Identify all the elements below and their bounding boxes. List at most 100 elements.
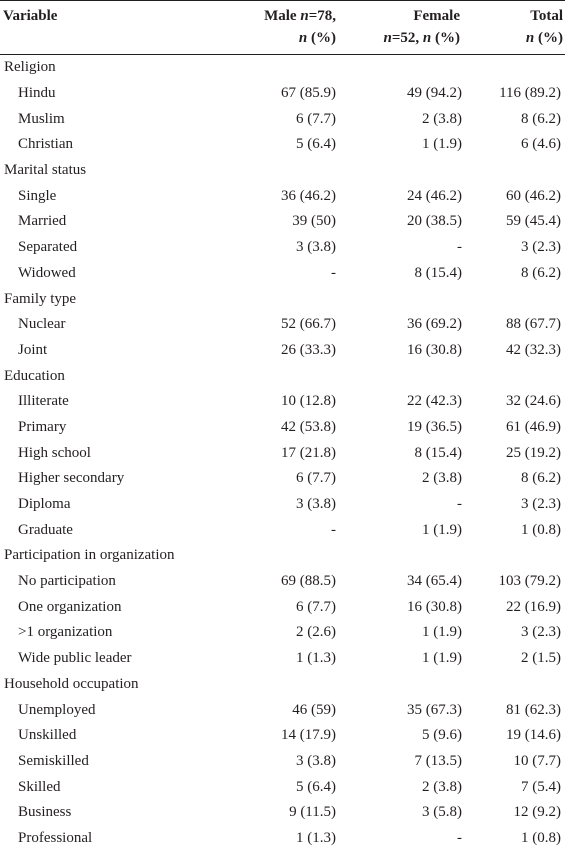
total-value: 42 (32.3) xyxy=(506,341,561,358)
male-value: 5 (6.4) xyxy=(296,136,336,153)
total-value: 88 (67.7) xyxy=(506,316,561,333)
table-row: Married 39 (50) 20 (38.5) 59 (45.4) xyxy=(0,209,565,235)
male-value: 3 (3.8) xyxy=(296,496,336,513)
row-label: High school xyxy=(18,444,91,461)
total-value: 8 (6.2) xyxy=(521,470,561,487)
female-value: 16 (30.8) xyxy=(407,341,462,358)
row-label: Married xyxy=(18,213,67,230)
female-value: 1 (1.9) xyxy=(422,624,462,641)
male-value: 42 (53.8) xyxy=(281,418,336,435)
row-label: Separated xyxy=(18,239,78,256)
row-label: Skilled xyxy=(18,778,61,795)
row-label: Diploma xyxy=(18,496,71,513)
row-label: Nuclear xyxy=(18,316,66,333)
section-label: Marital status xyxy=(4,162,87,179)
male-value: 36 (46.2) xyxy=(281,187,336,204)
male-value: 46 (59) xyxy=(292,701,336,718)
row-label: Muslim xyxy=(18,110,65,127)
male-value: 67 (85.9) xyxy=(281,85,336,102)
male-value: - xyxy=(331,521,336,538)
total-value: 6 (4.6) xyxy=(521,136,561,153)
header-total: Total n (%) xyxy=(525,8,563,46)
table-header: Variable Male n=78, n (%) Female n=52, n… xyxy=(0,1,565,54)
table-row: Graduate - 1 (1.9) 1 (0.8) xyxy=(0,517,565,543)
total-value: 8 (6.2) xyxy=(521,110,561,127)
table-row: Wide public leader 1 (1.3) 1 (1.9) 2 (1.5) xyxy=(0,646,565,672)
table-row: Joint 26 (33.3) 16 (30.8) 42 (32.3) xyxy=(0,338,565,364)
section-row: Education xyxy=(0,363,565,389)
total-value: 12 (9.2) xyxy=(513,804,562,821)
table-row: >1 organization 2 (2.6) 1 (1.9) 3 (2.3) xyxy=(0,620,565,646)
total-value: 25 (19.2) xyxy=(506,444,561,461)
section-label: Participation in organization xyxy=(4,547,175,564)
header-female: Female n=52, n (%) xyxy=(383,8,461,46)
male-value: 14 (17.9) xyxy=(281,727,336,744)
female-value: 20 (38.5) xyxy=(407,213,462,230)
male-value: 6 (7.7) xyxy=(296,598,336,615)
table-row: One organization 6 (7.7) 16 (30.8) 22 (16.9… xyxy=(0,594,565,620)
table-row: Single 36 (46.2) 24 (46.2) 60 (46.2) xyxy=(0,183,565,209)
total-value: 3 (2.3) xyxy=(521,496,561,513)
female-value: 16 (30.8) xyxy=(407,598,462,615)
female-value: 22 (42.3) xyxy=(407,393,462,410)
table-row: Muslim 6 (7.7) 2 (3.8) 8 (6.2) xyxy=(0,106,565,132)
table-row: Business 9 (11.5) 3 (5.8) 12 (9.2) xyxy=(0,800,565,826)
section-label: Family type xyxy=(4,290,77,307)
header-male: Male n=78, n (%) xyxy=(264,8,336,46)
male-value: 39 (50) xyxy=(292,213,336,230)
row-label: Primary xyxy=(18,418,67,435)
table-row: Higher secondary 6 (7.7) 2 (3.8) 8 (6.2) xyxy=(0,466,565,492)
total-value: 32 (24.6) xyxy=(506,393,561,410)
female-value: 8 (15.4) xyxy=(414,444,463,461)
female-value: - xyxy=(457,496,462,513)
male-value: 3 (3.8) xyxy=(296,239,336,256)
section-row: Religion xyxy=(0,55,565,81)
total-value: 116 (89.2) xyxy=(499,85,561,102)
table-row: Hindu 67 (85.9) 49 (94.2) 116 (89.2) xyxy=(0,81,565,107)
female-value: 8 (15.4) xyxy=(414,264,463,281)
row-label: Wide public leader xyxy=(18,650,132,667)
total-value: 3 (2.3) xyxy=(521,624,561,641)
section-row: Marital status xyxy=(0,158,565,184)
row-label: Joint xyxy=(18,341,48,358)
table-row: Primary 42 (53.8) 19 (36.5) 61 (46.9) xyxy=(0,415,565,441)
male-value: 9 (11.5) xyxy=(289,804,336,821)
row-label: Hindu xyxy=(18,85,56,102)
male-value: 5 (6.4) xyxy=(296,778,336,795)
female-value: 7 (13.5) xyxy=(414,752,463,769)
female-value: 1 (1.9) xyxy=(422,136,462,153)
male-value: 52 (66.7) xyxy=(281,316,336,333)
total-value: 1 (0.8) xyxy=(521,521,561,538)
male-value: 26 (33.3) xyxy=(281,341,336,358)
row-label: Professional xyxy=(18,829,93,846)
male-value: 3 (3.8) xyxy=(296,752,336,769)
section-row: Household occupation xyxy=(0,672,565,698)
total-value: 103 (79.2) xyxy=(498,573,562,590)
total-value: 2 (1.5) xyxy=(521,650,561,667)
total-value: 59 (45.4) xyxy=(506,213,561,230)
row-label: Christian xyxy=(18,136,73,153)
section-row: Family type xyxy=(0,286,565,312)
table-row: Separated 3 (3.8) - 3 (2.3) xyxy=(0,235,565,261)
male-value: 6 (7.7) xyxy=(296,470,336,487)
total-value: 3 (2.3) xyxy=(521,239,561,256)
row-label: Higher secondary xyxy=(18,470,125,487)
male-value: 1 (1.3) xyxy=(296,650,336,667)
table-row: Nuclear 52 (66.7) 36 (69.2) 88 (67.7) xyxy=(0,312,565,338)
female-value: 35 (67.3) xyxy=(407,701,462,718)
table-row: No participation 69 (88.5) 34 (65.4) 103 (7… xyxy=(0,569,565,595)
table-row: Skilled 5 (6.4) 2 (3.8) 7 (5.4) xyxy=(0,774,565,800)
male-value: 2 (2.6) xyxy=(296,624,336,641)
male-value: 6 (7.7) xyxy=(296,110,336,127)
female-value: 2 (3.8) xyxy=(422,778,462,795)
female-value: - xyxy=(457,829,462,846)
female-value: 24 (46.2) xyxy=(407,187,462,204)
female-value: 1 (1.9) xyxy=(422,521,462,538)
total-value: 22 (16.9) xyxy=(506,598,561,615)
row-label: Business xyxy=(18,804,72,821)
table-row: Christian 5 (6.4) 1 (1.9) 6 (4.6) xyxy=(0,132,565,158)
female-value: 19 (36.5) xyxy=(407,418,462,435)
row-label: One organization xyxy=(18,598,122,615)
header-variable: Variable xyxy=(3,8,58,24)
